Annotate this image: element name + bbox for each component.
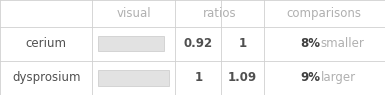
Text: 1.09: 1.09: [228, 71, 257, 84]
Text: dysprosium: dysprosium: [12, 71, 80, 84]
Text: cerium: cerium: [26, 37, 67, 50]
Bar: [98, 70, 169, 86]
Text: larger: larger: [321, 71, 356, 84]
Text: ratios: ratios: [203, 7, 236, 20]
Text: 9%: 9%: [300, 71, 320, 84]
Text: comparisons: comparisons: [287, 7, 362, 20]
Text: smaller: smaller: [321, 37, 365, 50]
Text: 1: 1: [194, 71, 203, 84]
Text: visual: visual: [117, 7, 151, 20]
Text: 8%: 8%: [300, 37, 320, 50]
Text: 1: 1: [238, 37, 247, 50]
Bar: [98, 36, 164, 51]
Text: 0.92: 0.92: [184, 37, 213, 50]
